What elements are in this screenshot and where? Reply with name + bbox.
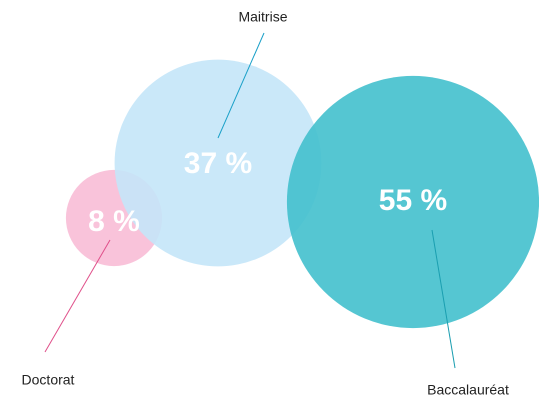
bubble — [286, 75, 539, 329]
value-label: 55 % — [379, 184, 447, 217]
value-label: 8 % — [88, 205, 140, 238]
category-label: Doctorat — [22, 372, 75, 388]
value-label: 37 % — [184, 147, 252, 180]
bubble — [114, 59, 322, 267]
category-label: Baccalauréat — [427, 382, 509, 398]
category-label: Maitrise — [238, 9, 287, 25]
leader-line — [217, 32, 265, 139]
leader-line — [431, 229, 456, 369]
leader-line — [44, 239, 111, 353]
